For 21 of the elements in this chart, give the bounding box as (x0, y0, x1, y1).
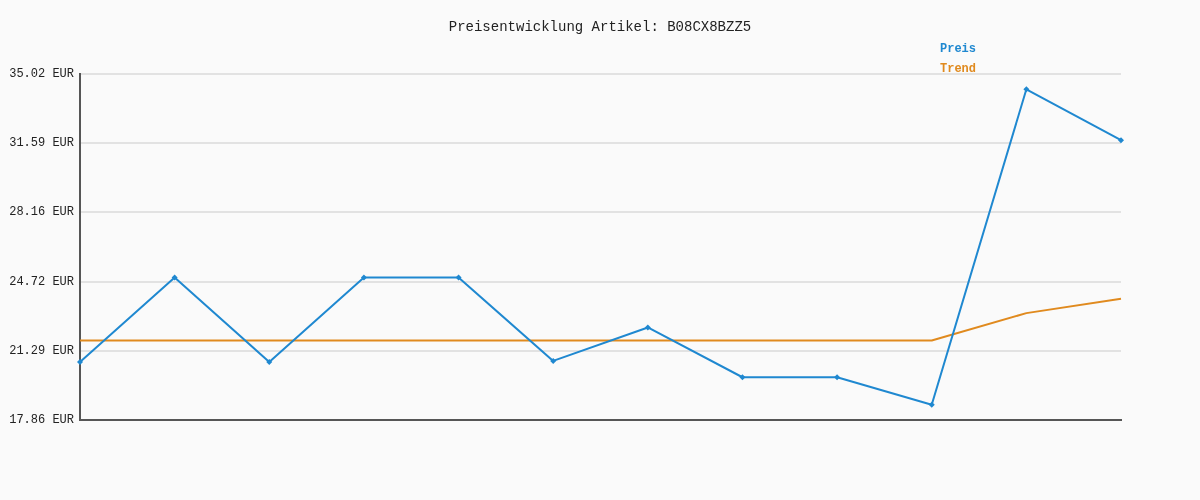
chart-title: Preisentwicklung Artikel: B08CX8BZZ5 (447, 19, 753, 35)
point (550, 357, 557, 364)
y-tick-label: 28.16 EUR (9, 205, 74, 220)
y-tick-label: 24.72 EUR (9, 274, 74, 289)
text: Preis (940, 41, 977, 58)
point (266, 358, 273, 365)
point (1118, 137, 1124, 144)
y-tick-label: 21.29 EUR (9, 344, 74, 359)
y-tick-label: 17.86 EUR (9, 413, 74, 428)
point (171, 274, 178, 281)
point (455, 274, 462, 281)
y-tick-label: 35.02 EUR (9, 67, 74, 82)
point (834, 374, 841, 381)
point (1023, 86, 1030, 93)
y-tick-label: 31.59 EUR (9, 136, 74, 151)
text: Trend (940, 61, 977, 78)
point (928, 401, 935, 408)
point (739, 374, 746, 381)
point (77, 358, 83, 365)
point (360, 274, 367, 281)
point (644, 324, 651, 331)
